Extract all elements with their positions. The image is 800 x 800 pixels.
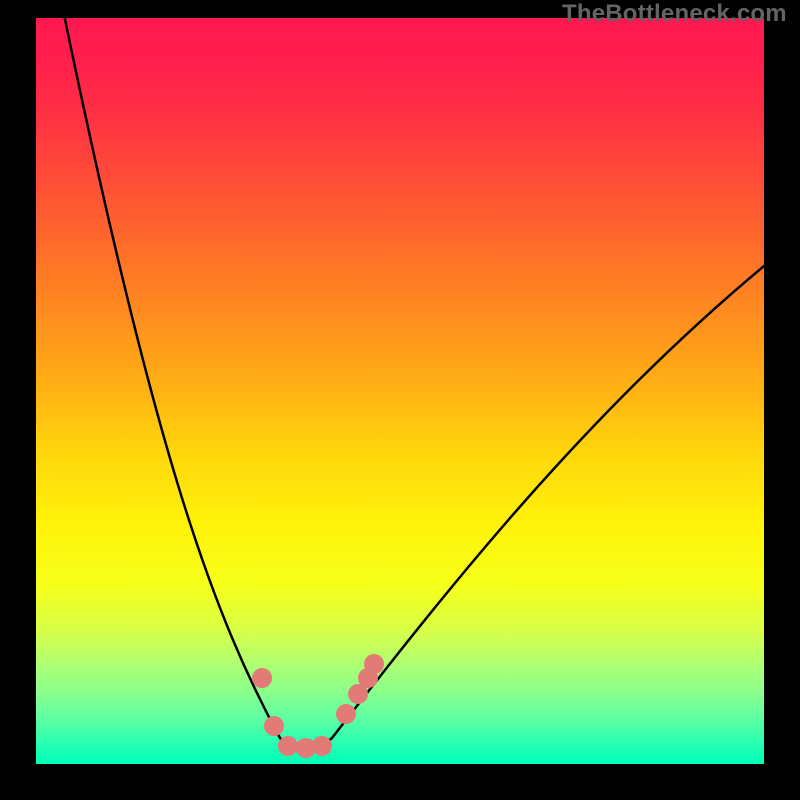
data-marker — [364, 654, 384, 674]
chart-canvas: TheBottleneck.com — [0, 0, 800, 800]
data-marker — [264, 716, 284, 736]
data-marker — [312, 736, 332, 756]
data-marker — [278, 736, 298, 756]
plot-area — [36, 18, 764, 764]
data-marker — [252, 668, 272, 688]
data-marker — [336, 704, 356, 724]
watermark-text: TheBottleneck.com — [562, 0, 787, 28]
